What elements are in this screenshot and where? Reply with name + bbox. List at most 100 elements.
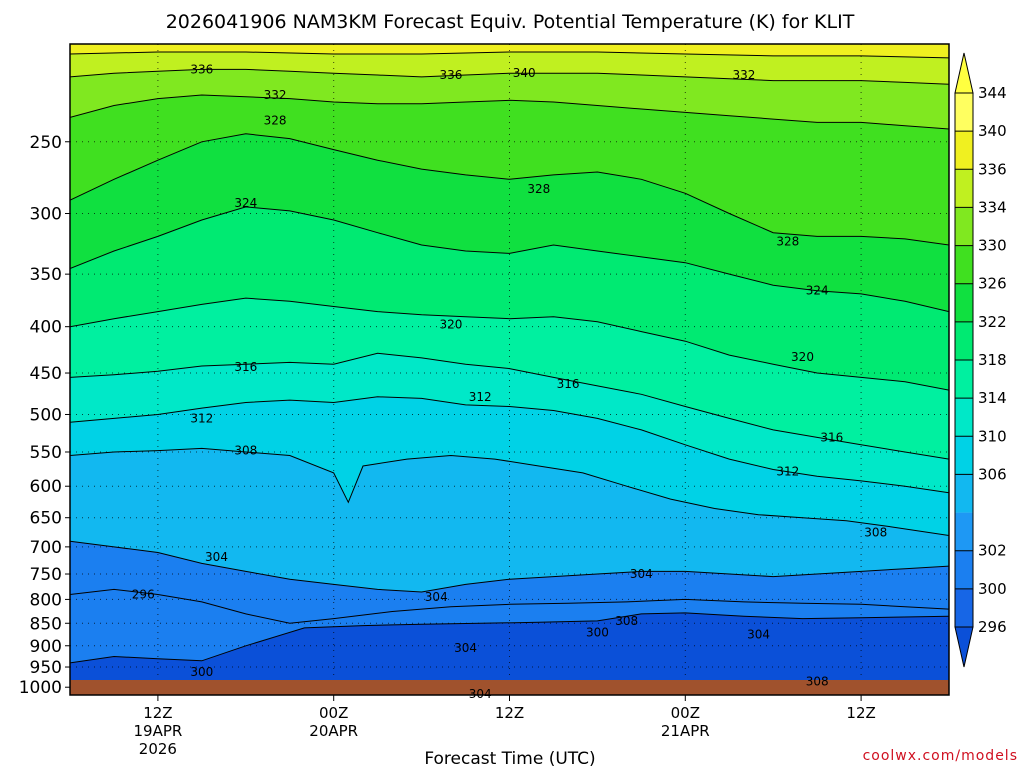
contour-line-300 [70,612,949,664]
colorbar-box [955,207,973,246]
contour-label: 300 [190,665,213,679]
contour-line-340 [70,51,949,59]
contour-labels: 336 336 340 332 332 328 328 324 328 324 320 320 316 3… [132,62,887,701]
contour-label: 328 [264,114,287,128]
colorbar-label: 334 [978,198,1007,216]
x-tick-label: 19APR [133,722,182,740]
band-310 [70,396,949,536]
y-tick-label: 600 [30,477,62,497]
colorbar-label: 306 [978,465,1007,483]
chart-title: 2026041906 NAM3KM Forecast Equiv. Potent… [166,11,855,33]
contour-label: 328 [527,182,550,196]
contour-label: 328 [776,234,799,248]
colorbar-box [955,283,973,322]
contour-label: 296 [132,587,155,601]
y-tick-label: 1000 [19,678,62,698]
contour-line-328 [70,133,949,246]
x-tick-label: 12Z [846,704,875,722]
colorbar-box [955,474,973,513]
contour-label: 316 [557,377,580,391]
colorbar-label: 326 [978,275,1007,293]
contour-line-336 [70,68,949,85]
contour-label: 308 [615,614,638,628]
x-tick-label: 12Z [143,704,172,722]
contour-label: 316 [820,430,843,444]
contour-label: 324 [806,284,829,298]
contour-label: 320 [791,350,814,364]
colorbar-box [955,131,973,170]
y-tick-label: 400 [30,318,62,338]
contour-line-324 [70,206,949,313]
colorbar-label: 300 [978,580,1007,598]
credit-text: coolwx.com/models [863,748,1018,764]
colorbar-label: 314 [978,389,1007,407]
band-326 [70,133,949,312]
colorbar-arrow-high [954,52,974,94]
x-tick-label: 12Z [495,704,524,722]
y-tick-label: 750 [30,565,62,585]
contour-line-308 [70,447,949,536]
band-318 [70,298,949,460]
contour-line-312 [70,396,949,494]
colorbar-box [955,245,973,284]
colorbar-label: 296 [978,618,1007,636]
colorbar-box [955,321,973,360]
contour-line-320 [70,297,949,391]
y-tick-label: 250 [30,133,62,153]
colorbar-box [955,169,973,208]
y-tick-label: 950 [30,658,62,678]
contour-label: 320 [439,318,462,332]
y-tick-label: 850 [30,614,62,634]
contour-label: 312 [190,411,213,425]
contour-label: 312 [469,390,492,404]
contour-line-304 [70,540,949,593]
contour-label: 332 [732,68,755,82]
y-tick-label: 500 [30,405,62,425]
contour-label: 308 [234,444,257,458]
contour-line-296 [70,588,949,624]
y-tick-label: 300 [30,204,62,224]
contour-label: 324 [234,196,257,210]
colorbar-label: 340 [978,122,1007,140]
x-tick-label: 20APR [309,722,358,740]
band-306 [70,448,949,592]
contour-label: 304 [469,687,492,701]
contour-label: 304 [425,590,448,604]
colorbar-label: 344 [978,84,1007,102]
colorbar-box [955,93,973,132]
contour-label: 336 [190,62,213,76]
contour-label: 304 [205,550,228,564]
y-tick-label: 450 [30,364,62,384]
band-314 [70,353,949,493]
y-tick-label: 350 [30,265,62,285]
x-axis-title: Forecast Time (UTC) [424,749,595,768]
colorbar-box [955,550,973,589]
contour-label: 304 [747,628,770,642]
contour-label: 300 [586,625,609,639]
colorbar-label: 330 [978,237,1007,255]
contour-label: 308 [806,674,829,688]
contour-label: 340 [513,66,536,80]
y-axis: 250 300 350 400 450 500 550 600 650 700 750 800 850 9… [19,133,70,698]
colorbar-box [955,588,973,627]
y-tick-label: 550 [30,443,62,463]
contour-label: 308 [864,526,887,540]
x-tick-label: 00Z [319,704,348,722]
colorbar-label: 310 [978,427,1007,445]
contour-lines [70,51,949,664]
x-tick-label: 2026 [139,740,177,758]
band-334 [70,69,949,129]
x-tick-label: 00Z [671,704,700,722]
contour-label: 332 [264,88,287,102]
contour-label: 316 [234,360,257,374]
contour-line-316 [70,352,949,460]
x-tick-label: 21APR [661,722,710,740]
band-322 [70,206,949,391]
colorbar-label: 302 [978,542,1007,560]
colorbar-box [955,512,973,551]
y-tick-label: 650 [30,509,62,529]
contour-label: 336 [439,68,462,82]
y-tick-label: 800 [30,590,62,610]
colorbar-label: 336 [978,160,1007,178]
